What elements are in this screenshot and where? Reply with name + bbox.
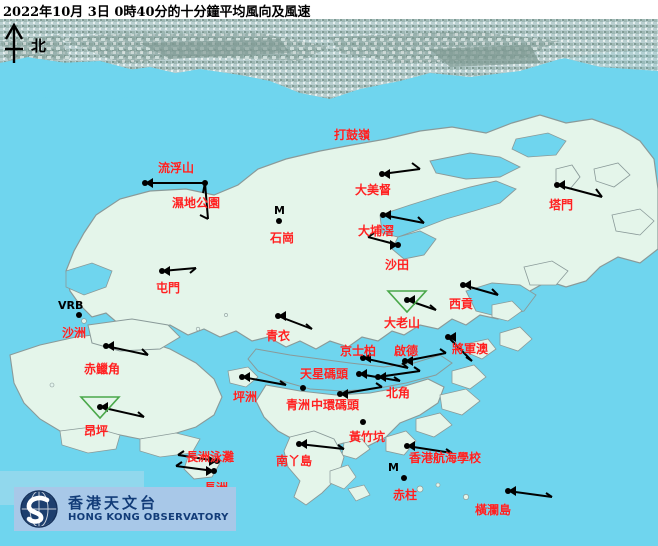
station-label-wetland-park: 濕地公園: [172, 196, 221, 210]
station-label-ngong-ping: 昂坪: [84, 424, 109, 438]
station-label-tai-po-kau: 大埔滘: [358, 224, 395, 238]
hko-logo: 香港天文台 HONG KONG OBSERVATORY: [14, 487, 236, 531]
marker-m-shek-kong: M: [274, 204, 285, 217]
hko-logo-english: HONG KONG OBSERVATORY: [68, 511, 229, 523]
station-label-stanley: 赤柱: [393, 488, 418, 502]
page-title: 2022年10月 3日 0時40分的十分鐘平均風向及風速: [3, 5, 311, 20]
wind-barb-layer: [76, 162, 603, 498]
victoria-harbour: [247, 348, 453, 392]
station-label-lamma-island: 南丫島: [276, 454, 313, 468]
north-arrow-icon: [4, 22, 24, 63]
station-label-green-island: 青洲: [286, 398, 311, 412]
hko-swirl-icon: [20, 490, 58, 528]
barb-arrowheads: [100, 169, 565, 496]
hong-kong-island: [255, 378, 445, 450]
station-label-tates-cairn: 大老山: [384, 316, 421, 330]
plover-cove: [429, 152, 522, 180]
station-label-sea-school: 香港航海學校: [409, 451, 482, 465]
station-label-sha-chau: 沙洲: [62, 326, 87, 340]
station-label-north-point: 北角: [386, 386, 411, 400]
north-label: 北: [31, 37, 47, 55]
map-canvas: 北 打鼓嶺 流浮山 濕地公園 石崗 大美督 塔門 大埔滘 沙田 屯門 西貢 沙洲…: [0, 19, 658, 546]
station-label-lau-fau-shan: 流浮山: [158, 161, 195, 175]
station-label-sha-tin: 沙田: [385, 258, 410, 272]
lamma-island: [283, 430, 345, 506]
station-label-central-pier: 中環碼頭: [311, 398, 360, 412]
station-label-tuen-mun: 屯門: [156, 281, 181, 295]
station-label-peng-chau: 坪洲: [233, 390, 258, 404]
station-label-star-ferry: 天星碼頭: [300, 367, 349, 381]
station-label-tai-mei-tuk: 大美督: [355, 183, 392, 197]
station-label-wong-chuk-hang: 黃竹坑: [349, 430, 386, 444]
station-label-cheung-chau-beach: 長洲泳灘: [186, 450, 235, 464]
station-label-chek-lap-kok: 赤鱲角: [84, 362, 121, 376]
station-label-tseung-kwan-o: 將軍澳: [452, 342, 489, 356]
marker-vrb-sha-chau: VRB: [58, 299, 84, 312]
marker-m-stanley: M: [388, 461, 399, 474]
stanley-peninsula: [385, 430, 417, 456]
station-label-sai-kung: 西貢: [449, 297, 474, 311]
station-label-tap-mun: 塔門: [549, 198, 574, 212]
station-dots: [76, 171, 560, 494]
station-label-tsing-yi: 青衣: [266, 329, 291, 343]
station-label-shek-kong: 石崗: [270, 231, 295, 245]
title-bar: 2022年10月 3日 0時40分的十分鐘平均風向及風速: [0, 0, 658, 20]
station-label-waglan-island: 橫瀾島: [475, 503, 512, 517]
station-label-kai-tak: 啟德: [394, 344, 419, 358]
station-label-dagulling: 打鼓嶺: [334, 128, 371, 142]
gale-triangle-markers: [79, 290, 428, 420]
hko-logo-chinese: 香港天文台: [68, 493, 159, 512]
deep-bay: [0, 59, 320, 111]
station-label-kings-park: 京士柏: [340, 344, 377, 358]
